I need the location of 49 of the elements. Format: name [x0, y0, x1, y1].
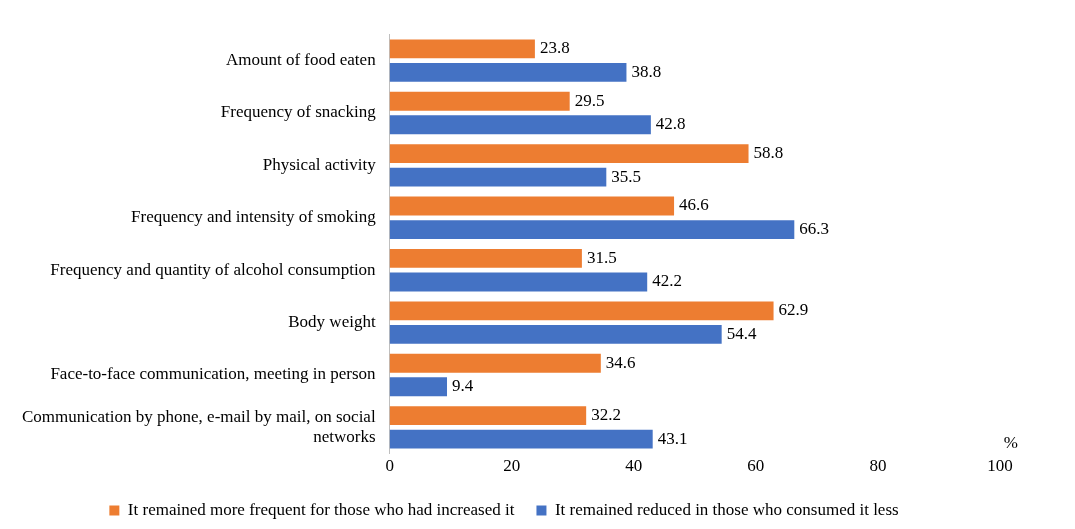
bar: [389, 272, 648, 292]
data-label: 54.4: [726, 323, 757, 343]
legend-label: It remained more frequent for those who had increased it: [127, 499, 515, 519]
bar: [389, 167, 607, 187]
x-tick-label: 100: [987, 456, 1013, 476]
bar: [389, 196, 675, 216]
bar: [389, 324, 722, 344]
data-label: 31.5: [586, 247, 617, 267]
bar: [389, 144, 749, 164]
y-tick-label: Frequency and intensity of smoking: [131, 207, 377, 227]
data-label: 58.8: [753, 143, 784, 163]
bar: [389, 62, 627, 82]
y-tick-label: Communication by phone, e-mail by mail, on social networks: [21, 406, 376, 447]
data-label: 66.3: [799, 219, 830, 239]
x-tick-label: 40: [625, 456, 643, 476]
y-tick-label: Physical activity: [262, 154, 377, 174]
data-label: 38.8: [631, 61, 662, 81]
y-tick-label: Body weight: [288, 312, 376, 332]
bar: [389, 406, 587, 426]
data-label: 32.2: [591, 405, 621, 425]
x-tick-label: 60: [747, 456, 765, 476]
bar: [389, 220, 795, 240]
x-axis-title: %: [1003, 432, 1018, 452]
y-tick-label: Face-to-face communication, meeting in person: [50, 364, 377, 384]
data-label: 42.8: [655, 114, 686, 134]
bar: [389, 248, 582, 268]
data-label: 43.1: [657, 428, 688, 448]
legend-label: It remained reduced in those who consumed it less: [554, 499, 899, 519]
y-tick-label: Frequency and quantity of alcohol consumption: [50, 259, 377, 279]
data-label: 35.5: [611, 166, 642, 186]
bar: [389, 377, 448, 397]
data-label: 9.4: [452, 376, 474, 396]
bar: [389, 429, 653, 449]
data-label: 46.6: [679, 195, 709, 215]
data-label: 29.5: [574, 90, 605, 110]
data-label: 23.8: [539, 38, 570, 58]
bar: [389, 39, 535, 59]
data-label: 42.2: [652, 271, 682, 291]
x-tick-label: 80: [869, 456, 887, 476]
bar: [389, 301, 774, 321]
bar: [389, 91, 570, 111]
bar: [389, 115, 651, 135]
y-tick-label: Frequency of snacking: [220, 102, 377, 122]
x-tick-label: 20: [503, 456, 521, 476]
bar: [389, 353, 601, 373]
data-label: 62.9: [778, 300, 809, 320]
y-tick-label: Amount of food eaten: [225, 50, 377, 70]
data-label: 34.6: [605, 352, 636, 372]
x-tick-label: 0: [385, 456, 394, 476]
